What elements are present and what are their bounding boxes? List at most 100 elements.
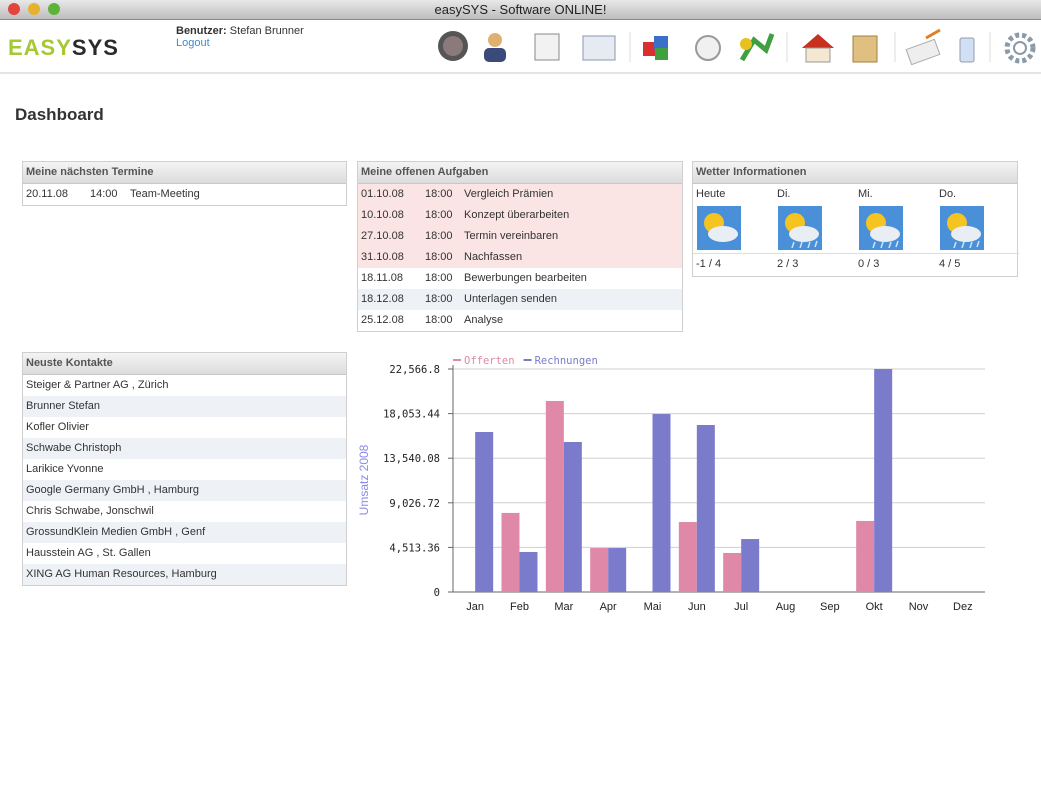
weather-day-label: Di. (777, 188, 791, 200)
toolbar-icon[interactable] (484, 33, 506, 62)
logout-link[interactable]: Logout (176, 37, 210, 49)
toolbar-icon[interactable] (534, 33, 560, 61)
table-row: 25.12.08 18:00 Analyse (358, 310, 682, 331)
table-row: 18.12.08 18:00 Unterlagen senden (358, 289, 682, 310)
panel-title: Meine nächsten Termine (23, 162, 346, 184)
panel-title: Meine offenen Aufgaben (358, 162, 682, 184)
date-cell: 27.10.08 (361, 230, 404, 242)
user-name: Stefan Brunner (229, 25, 304, 37)
weather-day-label: Heute (696, 188, 726, 200)
bar (519, 551, 538, 592)
bar (678, 522, 697, 592)
bar (501, 512, 520, 592)
y-axis-title: Umsatz 2008 (357, 444, 371, 515)
time-cell: 18:00 (425, 314, 453, 326)
text-cell: Team-Meeting (130, 188, 200, 200)
close-button[interactable] (8, 3, 20, 15)
minimize-button[interactable] (28, 3, 40, 15)
contact-row: Schwabe Christoph (23, 438, 346, 459)
weather-day: Do. 4 / 5 (936, 184, 1019, 275)
bar (856, 520, 875, 592)
toolbar-icon[interactable] (802, 34, 834, 63)
y-tick-label: 4,513.36 (389, 542, 440, 554)
toolbar-icon[interactable] (852, 35, 878, 63)
bar (608, 548, 627, 592)
weather-day: Di. 2 / 3 (774, 184, 857, 275)
weather-temp: 4 / 5 (936, 253, 1019, 275)
panel-title: Wetter Informationen (693, 162, 1017, 184)
text-cell: Bewerbungen bearbeiten (464, 272, 587, 284)
contact-row: Kofler Olivier (23, 417, 346, 438)
window-title: easySYS - Software ONLINE! (434, 2, 607, 17)
user-label: Benutzer: (176, 25, 227, 37)
bar (563, 441, 582, 592)
chart: Umsatz 2008 0 4,513.36 9,026.72 13,540.08 18… (357, 355, 985, 613)
x-tick-label: Sep (820, 601, 840, 613)
x-tick-label: Mar (554, 601, 573, 613)
contact-row: GrossundKlein Medien GmbH , Genf (23, 522, 346, 543)
legend-label: Rechnungen (535, 355, 598, 367)
contact-row: XING AG Human Resources, Hamburg (23, 564, 346, 585)
x-tick-label: Feb (510, 601, 529, 613)
date-cell: 18.11.08 (361, 272, 404, 284)
legend-label: Offerten (464, 355, 515, 367)
toolbar-icon[interactable] (739, 33, 775, 62)
toolbar-icon[interactable] (1004, 32, 1036, 64)
toolbar-icon[interactable] (695, 35, 721, 61)
x-tick-label: Mai (644, 601, 662, 613)
toolbar-icon[interactable] (905, 28, 941, 66)
text-cell: Analyse (464, 314, 504, 326)
date-cell: 31.10.08 (361, 251, 404, 263)
y-tick-label: 18,053.44 (383, 409, 440, 421)
date-cell: 10.10.08 (361, 209, 404, 221)
weather-day-label: Do. (939, 188, 957, 200)
text-cell: Unterlagen senden (464, 293, 557, 305)
date-cell: 18.12.08 (361, 293, 404, 305)
logo-part: SYS (71, 35, 119, 60)
user-info: Benutzer: Stefan Brunner Logout (176, 25, 304, 49)
contact-row: Chris Schwabe, Jonschwil (23, 501, 346, 522)
weather-day: Heute -1 / 4 (693, 184, 776, 275)
bar (723, 552, 742, 592)
logo-part: EASY (8, 35, 72, 60)
toolbar-icon[interactable] (959, 37, 975, 63)
date-cell: 25.12.08 (361, 314, 404, 326)
weather-day-label: Mi. (858, 188, 873, 200)
zoom-button[interactable] (48, 3, 60, 15)
toolbar-icon[interactable] (582, 35, 616, 61)
time-cell: 18:00 (425, 293, 453, 305)
toolbar-icon[interactable] (643, 36, 668, 60)
bar (741, 539, 760, 592)
weather-icon (859, 206, 903, 250)
y-tick-label: 0 (434, 587, 440, 599)
weather-day: Mi. 0 / 3 (855, 184, 938, 275)
time-cell: 18:00 (425, 272, 453, 284)
weather-icon (778, 206, 822, 250)
contact-row: Google Germany GmbH , Hamburg (23, 480, 346, 501)
contact-row: Hausstein AG , St. Gallen (23, 543, 346, 564)
contact-row: Larikice Yvonne (23, 459, 346, 480)
weather-temp: -1 / 4 (693, 253, 776, 275)
table-row: 18.11.08 18:00 Bewerbungen bearbeiten (358, 268, 682, 289)
bar (874, 369, 893, 592)
bar (545, 400, 564, 592)
x-tick-label: Nov (909, 601, 929, 613)
table-row: 31.10.08 18:00 Nachfassen (358, 247, 682, 268)
bar (475, 432, 494, 592)
toolbar-icon[interactable] (438, 31, 468, 61)
weather-panel: Wetter Informationen Heute -1 / 4 Di. 2 / 3… (692, 161, 1019, 277)
time-cell: 18:00 (425, 188, 453, 200)
x-tick-label: Jun (688, 601, 706, 613)
time-cell: 18:00 (425, 230, 453, 242)
contacts-panel: Neuste Kontakte Steiger & Partner AG , Z… (22, 352, 347, 586)
weather-temp: 2 / 3 (774, 253, 857, 275)
weather-icon (940, 206, 984, 250)
bar (696, 424, 715, 592)
toolbar (438, 28, 1036, 66)
contact-row: Steiger & Partner AG , Zürich (23, 375, 346, 396)
header: EASYSYS Benutzer: Stefan Brunner Logout (0, 20, 1041, 74)
logo[interactable]: EASYSYS (8, 35, 119, 61)
text-cell: Nachfassen (464, 251, 523, 263)
